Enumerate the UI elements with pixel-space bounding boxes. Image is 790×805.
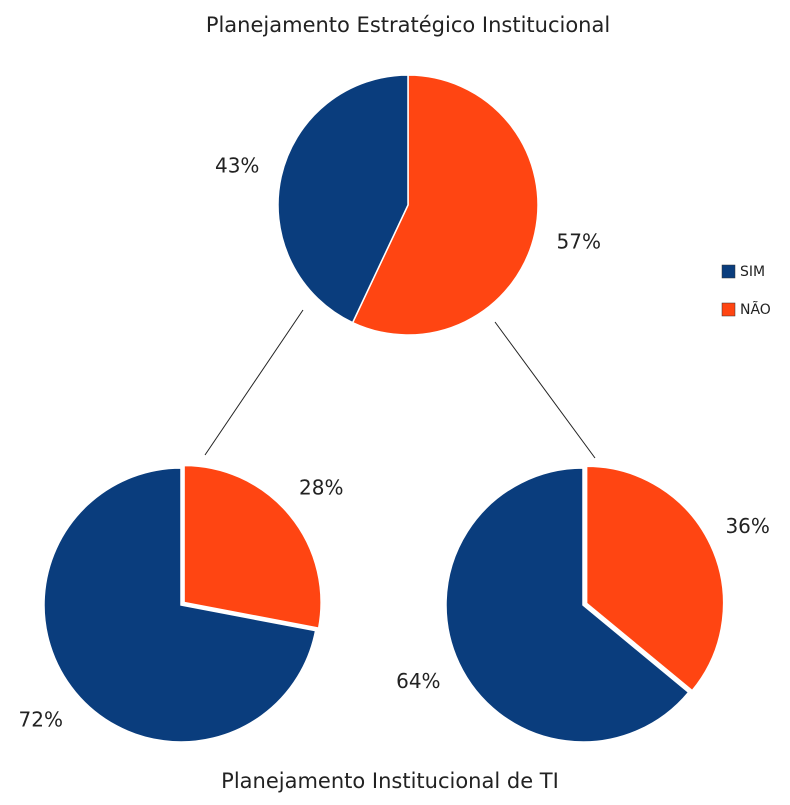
legend-swatch (721, 302, 736, 317)
chart-title: Planejamento Institucional de TI (221, 769, 559, 793)
legend-swatch (721, 264, 736, 279)
data-label: 72% (19, 708, 63, 732)
pie-slice (183, 464, 322, 629)
pie-slice (351, 74, 539, 336)
connector (494, 321, 596, 459)
data-label: 43% (215, 153, 259, 177)
data-label: 28% (299, 475, 343, 499)
connector (204, 309, 304, 456)
legend-label: SIM (740, 264, 765, 280)
data-label: 64% (396, 669, 440, 693)
data-label: 57% (557, 230, 601, 254)
legend-label: NÃO (740, 301, 771, 318)
pie-slice (585, 465, 725, 692)
pie-slice (445, 467, 690, 743)
chart-title: Planejamento Estratégico Institucional (206, 13, 610, 37)
pie-slice (277, 74, 409, 324)
pie-slice (43, 467, 317, 743)
data-label: 36% (725, 514, 769, 538)
